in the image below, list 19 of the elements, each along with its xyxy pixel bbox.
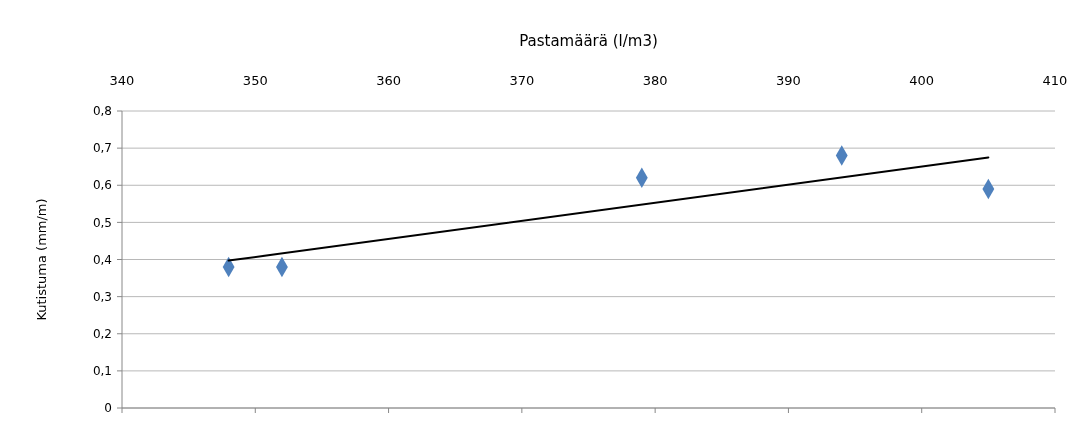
y-tick-label: 0,6: [92, 178, 112, 193]
x-tick-label: 410: [1042, 73, 1068, 88]
x-tick-label: 380: [642, 73, 668, 88]
x-tick-label: 360: [376, 73, 401, 88]
y-tick-label: 0,3: [92, 289, 112, 304]
y-tick-label: 0,4: [92, 252, 112, 267]
y-tick-label: 0,5: [92, 215, 112, 230]
y-tick-label: 0,1: [92, 364, 112, 379]
y-tick-label: 0,7: [92, 141, 112, 156]
x-tick-label: 400: [909, 73, 935, 88]
y-tick-label: 0,8: [92, 104, 112, 119]
x-tick-label: 370: [509, 73, 535, 88]
x-tick-label: 390: [776, 73, 801, 88]
y-tick-label: 0: [104, 401, 112, 416]
x-axis-title: Pastamäärä (l/m3): [519, 32, 658, 50]
x-tick-label: 350: [242, 73, 268, 88]
y-axis-title: Kutistuma (mm/m): [34, 198, 49, 321]
y-tick-label: 0,2: [92, 326, 112, 341]
x-tick-label: 340: [109, 73, 135, 88]
